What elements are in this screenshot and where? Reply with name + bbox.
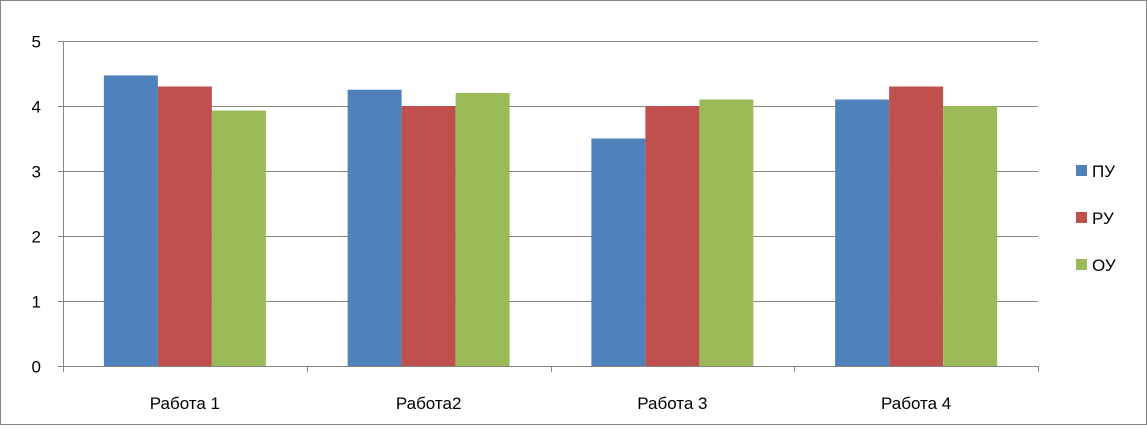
bar-1-4 bbox=[835, 99, 890, 366]
axes: 0 1 2 3 4 5 Работа 1 Работа2 Работа 3 Работа 4 bbox=[32, 33, 1039, 413]
x-tick-label: Работа 4 bbox=[881, 394, 951, 413]
x-tick-label: Работа 3 bbox=[637, 394, 707, 413]
legend-label: ПУ bbox=[1092, 162, 1115, 181]
legend-label: РУ bbox=[1092, 209, 1114, 228]
bar-2-3 bbox=[645, 106, 700, 366]
bar-2-2 bbox=[401, 106, 456, 366]
bar-3-3 bbox=[699, 99, 754, 366]
bar-3-1 bbox=[211, 110, 266, 366]
y-tick-label: 1 bbox=[32, 293, 41, 312]
x-tick-label: Работа2 bbox=[396, 394, 462, 413]
x-tick-label: Работа 1 bbox=[150, 394, 220, 413]
legend-swatch bbox=[1076, 165, 1087, 176]
bar-3-2 bbox=[455, 93, 510, 366]
y-tick-label: 4 bbox=[32, 98, 41, 117]
bar-3-4 bbox=[943, 106, 998, 366]
legend-label: ОУ bbox=[1092, 256, 1116, 275]
legend-swatch bbox=[1076, 212, 1087, 223]
bar-2-4 bbox=[889, 86, 944, 366]
bar-1-3 bbox=[591, 138, 646, 366]
y-tick-label: 5 bbox=[32, 33, 41, 52]
bars bbox=[103, 75, 998, 366]
bar-1-1 bbox=[103, 75, 158, 366]
legend-swatch bbox=[1076, 259, 1087, 270]
y-tick-label: 2 bbox=[32, 228, 41, 247]
y-tick-label: 0 bbox=[32, 358, 41, 377]
bar-2-1 bbox=[157, 86, 212, 366]
legend: ПУ РУ ОУ bbox=[1076, 162, 1116, 275]
y-tick-label: 3 bbox=[32, 163, 41, 182]
bar-1-2 bbox=[347, 89, 402, 366]
